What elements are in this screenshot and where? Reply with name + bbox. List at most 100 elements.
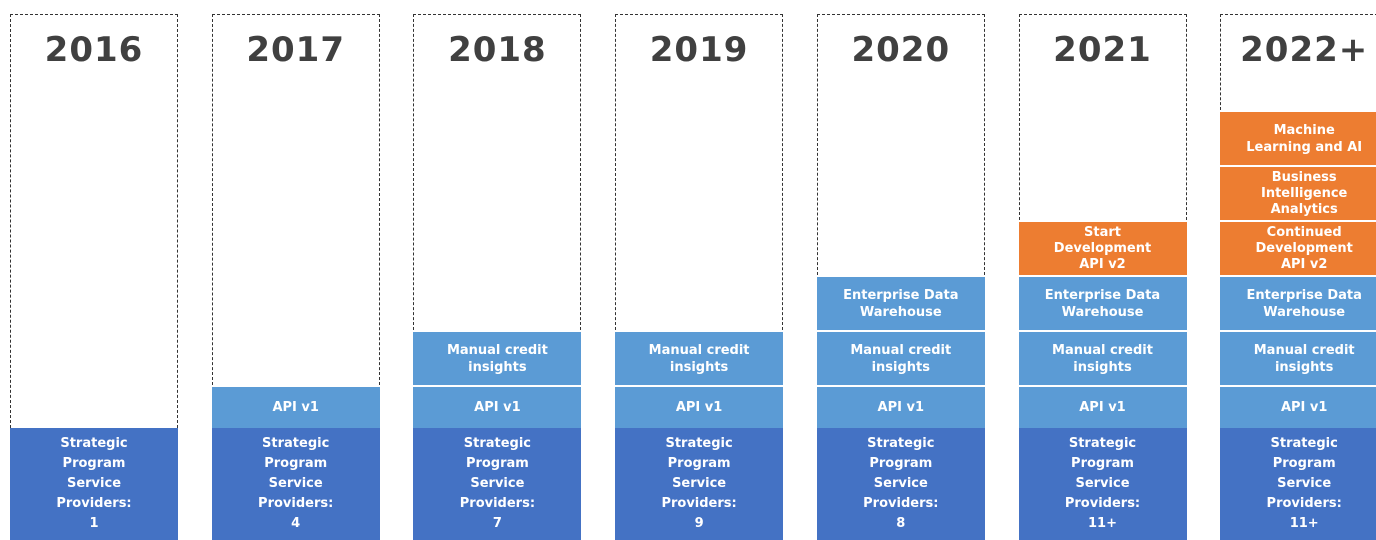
block-label: Manual credit	[850, 342, 952, 358]
block-label: Manual credit	[648, 342, 750, 358]
roadmap-block: Manual credit insights	[816, 330, 985, 385]
roadmap-block: Business Intelligence Analytics	[1220, 165, 1376, 220]
year-column: Strategic Program Service Providers: 1 2016	[10, 14, 178, 540]
block-label: insights	[1274, 359, 1334, 375]
roadmap-block: API v1	[413, 385, 582, 428]
block-label: Development	[1053, 240, 1152, 256]
block-label: Warehouse	[859, 304, 942, 320]
block-label: Service	[66, 476, 122, 491]
block-label: 1	[89, 516, 99, 531]
year-column: Strategic Program Service Providers: 8 API v1…	[816, 14, 985, 540]
block-label: Providers:	[459, 496, 536, 511]
roadmap-block: Strategic Program Service Providers: 1	[10, 428, 178, 540]
roadmap-block: Strategic Program Service Providers: 4	[211, 428, 380, 540]
dashed-frame	[211, 14, 380, 385]
block-label: Program	[667, 456, 731, 471]
block-label: Development	[1255, 240, 1353, 256]
block-label: Warehouse	[1061, 304, 1144, 320]
block-label: Start	[1084, 224, 1121, 240]
block-label: Strategic	[1068, 436, 1137, 451]
block-label: Strategic	[665, 436, 733, 451]
roadmap-block: Enterprise Data Warehouse	[816, 275, 985, 330]
block-label: Program	[62, 456, 126, 471]
year-column: Strategic Program Service Providers: 11+ API …	[1220, 14, 1376, 540]
dashed-frame	[1018, 14, 1187, 220]
block-label: 4	[291, 516, 301, 531]
roadmap-block: Manual credit insights	[1220, 330, 1376, 385]
block-label: API v1	[474, 400, 521, 415]
year-column: Strategic Program Service Providers: 4 API v1…	[211, 14, 380, 540]
year-label: 2018	[448, 30, 547, 70]
roadmap-block: Machine Learning and AI	[1220, 110, 1376, 165]
roadmap-block: API v1	[816, 385, 985, 428]
block-label: 11+	[1088, 516, 1117, 531]
roadmap-block: Strategic Program Service Providers: 11+	[1018, 428, 1187, 540]
roadmap-block: Strategic Program Service Providers: 8	[816, 428, 985, 540]
year-column: Strategic Program Service Providers: 11+ API …	[1018, 14, 1187, 540]
block-label: Service	[1277, 476, 1332, 491]
block-label: insights	[1073, 359, 1132, 375]
dashed-frame	[615, 14, 784, 330]
year-column: Strategic Program Service Providers: 7 API v1…	[413, 14, 582, 540]
block-label: Program	[465, 456, 529, 471]
block-label: Program	[264, 456, 328, 471]
block-label: Service	[672, 476, 727, 491]
roadmap-block: Enterprise Data Warehouse	[1018, 275, 1187, 330]
block-label: Service	[1075, 476, 1130, 491]
block-label: Strategic	[867, 436, 935, 451]
block-label: Enterprise Data	[843, 287, 959, 303]
dashed-frame	[10, 14, 178, 428]
dashed-frame	[1220, 14, 1376, 110]
block-label: API v1	[877, 400, 925, 415]
block-label: Providers:	[1064, 496, 1141, 511]
block-label: insights	[669, 359, 729, 375]
block-label: Warehouse	[1263, 304, 1346, 320]
block-label: Learning and AI	[1246, 139, 1363, 155]
block-label: Strategic	[262, 436, 330, 451]
block-label: API v2	[1280, 256, 1328, 272]
block-label: API v1	[1079, 400, 1126, 415]
block-label: Providers:	[56, 496, 132, 511]
block-label: insights	[468, 359, 527, 375]
block-label: Providers:	[863, 496, 939, 511]
block-label: Manual credit	[1052, 342, 1153, 358]
roadmap-block: API v1	[211, 385, 380, 428]
block-label: Continued	[1266, 224, 1342, 240]
block-label: 11+	[1289, 516, 1319, 531]
dashed-frame	[816, 14, 985, 275]
block-label: Strategic	[1270, 436, 1338, 451]
block-label: Program	[1071, 456, 1134, 471]
block-label: Service	[873, 476, 928, 491]
block-label: Analytics	[1270, 201, 1338, 217]
block-label: API v1	[272, 400, 319, 415]
block-label: insights	[871, 359, 930, 375]
block-label: Program	[869, 456, 933, 471]
block-label: Enterprise Data	[1246, 287, 1362, 303]
year-column: Strategic Program Service Providers: 9 API v1…	[615, 14, 784, 540]
year-label: 2020	[851, 30, 951, 70]
block-label: 7	[492, 516, 502, 531]
dashed-frame	[413, 14, 582, 330]
year-label: 2022+	[1240, 30, 1369, 70]
roadmap-block: Strategic Program Service Providers: 9	[615, 428, 784, 540]
roadmap-block: Continued Development API v2	[1220, 220, 1376, 275]
block-label: Machine	[1273, 122, 1335, 138]
block-label: Providers:	[258, 496, 334, 511]
block-label: Service	[470, 476, 525, 491]
block-label: Intelligence	[1260, 185, 1348, 201]
block-label: Enterprise Data	[1044, 287, 1161, 303]
year-label: 2021	[1053, 30, 1152, 70]
block-label: Providers:	[1266, 496, 1342, 511]
roadmap-block: Strategic Program Service Providers: 7	[413, 428, 582, 540]
roadmap-block: Strategic Program Service Providers: 11+	[1220, 428, 1376, 540]
roadmap-block: Enterprise Data Warehouse	[1220, 275, 1376, 330]
roadmap-block: Manual credit insights	[615, 330, 784, 385]
block-label: Strategic	[60, 436, 128, 451]
roadmap-block: Manual credit insights	[413, 330, 582, 385]
block-label: 9	[694, 516, 704, 531]
block-label: API v1	[675, 400, 723, 415]
roadmap-block: Start Development API v2	[1018, 220, 1187, 275]
year-label: 2016	[44, 30, 144, 70]
block-label: Strategic	[463, 436, 532, 451]
